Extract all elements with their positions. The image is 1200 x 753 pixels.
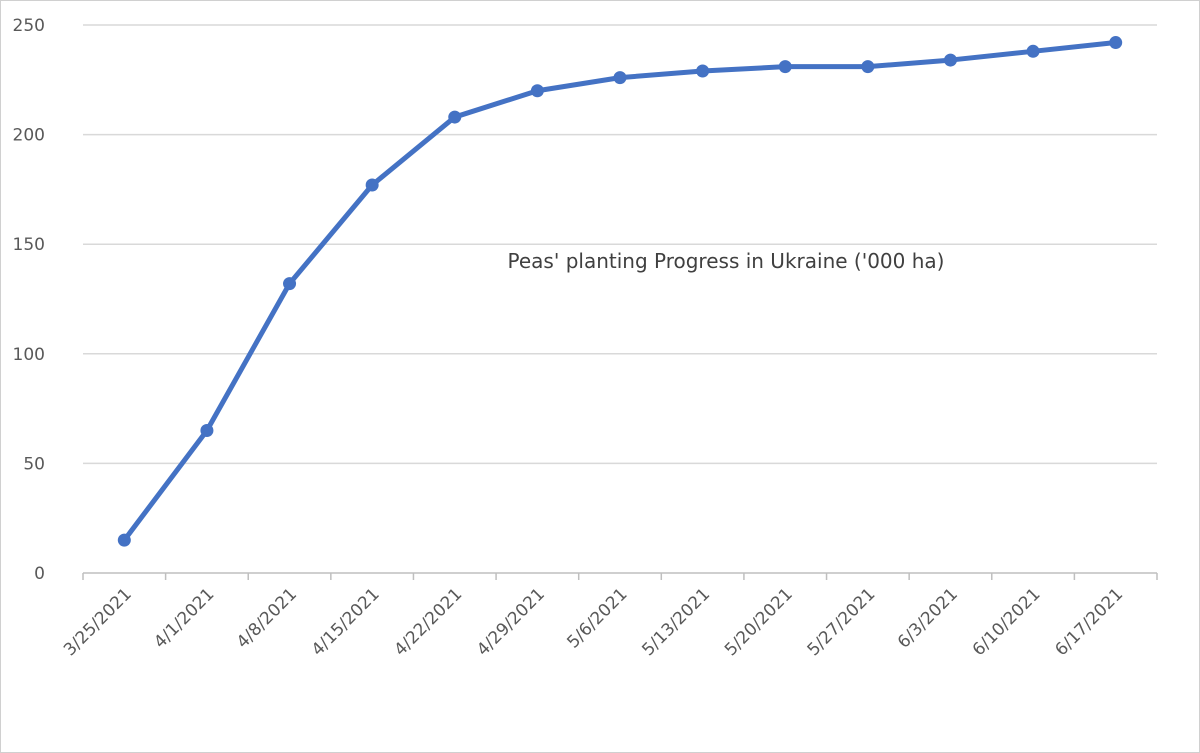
chart-title: Peas' planting Progress in Ukraine ('000… bbox=[508, 249, 945, 273]
data-point bbox=[365, 178, 379, 192]
data-point bbox=[283, 277, 297, 291]
x-tick-label: 4/15/2021 bbox=[308, 584, 384, 660]
y-tick-label-50: 50 bbox=[23, 454, 45, 474]
data-point bbox=[943, 53, 957, 67]
y-tick-label-150: 150 bbox=[13, 235, 45, 255]
x-tick-label: 4/29/2021 bbox=[473, 584, 549, 660]
x-tick-label: 6/10/2021 bbox=[969, 584, 1045, 660]
y-tick-label-0: 0 bbox=[34, 564, 45, 584]
data-point bbox=[613, 71, 627, 85]
data-point bbox=[696, 64, 710, 78]
data-point bbox=[200, 424, 214, 438]
data-point bbox=[530, 84, 544, 98]
x-tick-label: 4/8/2021 bbox=[233, 584, 301, 652]
gridlines bbox=[83, 24, 1157, 465]
y-tick-label-100: 100 bbox=[13, 345, 45, 365]
x-tick-label: 5/6/2021 bbox=[563, 584, 631, 652]
x-tick-label: 4/1/2021 bbox=[150, 584, 218, 652]
x-tick-label: 6/3/2021 bbox=[894, 584, 962, 652]
x-tick-label: 5/27/2021 bbox=[804, 584, 880, 660]
data-point bbox=[1109, 36, 1123, 50]
series-group bbox=[117, 36, 1123, 547]
y-tick-label-200: 200 bbox=[13, 126, 45, 146]
data-point bbox=[117, 533, 131, 547]
series-line bbox=[121, 40, 1119, 543]
y-axis-tick-labels: 0 50 100 150 200 250 bbox=[13, 16, 45, 584]
data-point bbox=[778, 60, 792, 74]
data-point bbox=[448, 110, 462, 124]
data-point bbox=[1026, 44, 1040, 58]
data-point bbox=[861, 60, 875, 74]
x-tick-label: 3/25/2021 bbox=[60, 584, 136, 660]
x-tick-label: 4/22/2021 bbox=[391, 584, 467, 660]
x-tick-label: 5/20/2021 bbox=[721, 584, 797, 660]
x-axis bbox=[82, 572, 1158, 580]
x-axis-tick-labels: 3/25/2021 4/1/2021 4/8/2021 4/15/2021 4/22/2… bbox=[60, 584, 1127, 660]
x-tick-label: 5/13/2021 bbox=[638, 584, 714, 660]
x-tick-label: 6/17/2021 bbox=[1051, 584, 1127, 660]
y-tick-label-250: 250 bbox=[13, 16, 45, 36]
